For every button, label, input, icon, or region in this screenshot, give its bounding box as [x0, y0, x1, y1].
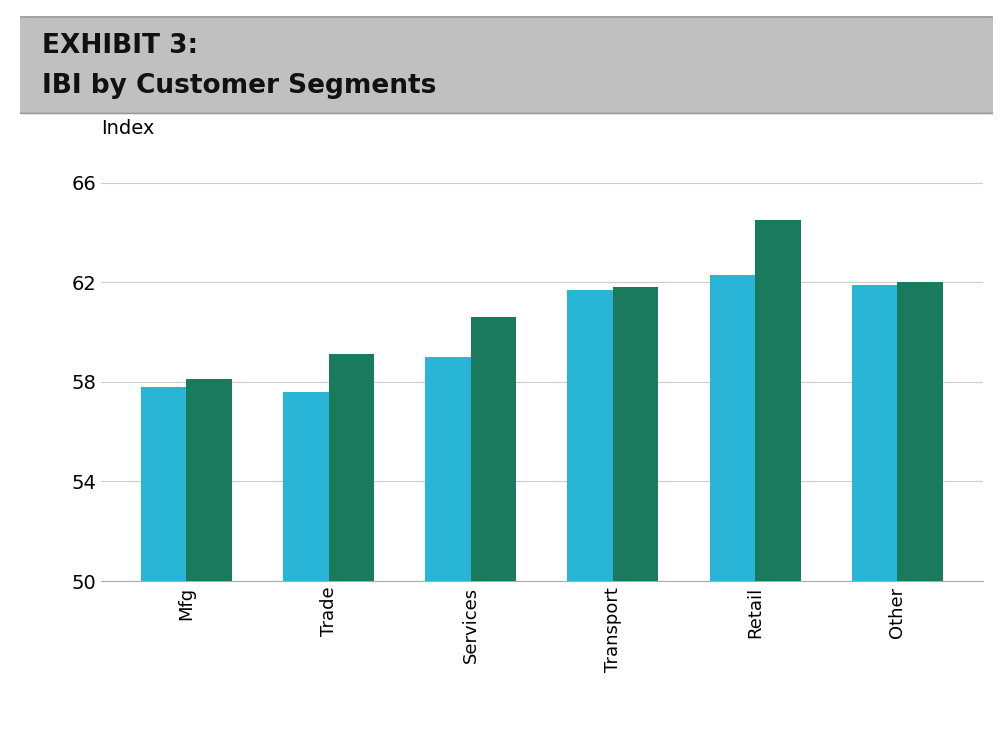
Text: Index: Index	[101, 118, 154, 138]
Bar	[755, 220, 800, 745]
Bar	[710, 275, 755, 745]
Bar	[613, 288, 658, 745]
Bar	[852, 285, 897, 745]
Bar	[568, 290, 613, 745]
Bar	[186, 379, 232, 745]
Text: IBI by Customer Segments: IBI by Customer Segments	[41, 73, 435, 99]
Bar	[897, 282, 942, 745]
Bar	[329, 355, 374, 745]
Bar	[471, 317, 516, 745]
Bar	[425, 357, 471, 745]
Text: EXHIBIT 3:: EXHIBIT 3:	[41, 33, 198, 59]
Bar	[283, 392, 329, 745]
FancyBboxPatch shape	[8, 17, 1005, 113]
Bar	[141, 387, 186, 745]
